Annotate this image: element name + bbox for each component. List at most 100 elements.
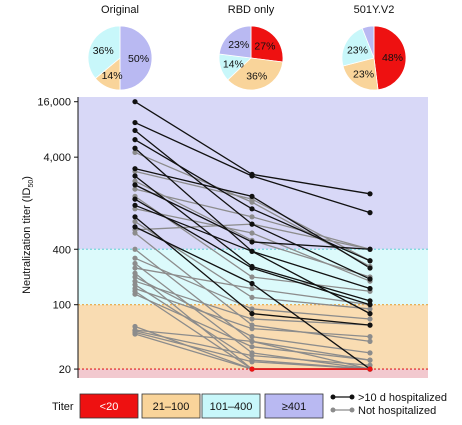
pie-rbd-only: RBD only 27% 36%14% 23% — [218, 4, 284, 91]
pie-label-501y-v2-101-400: 23% — [347, 45, 368, 57]
point-4-rbd-only — [249, 206, 255, 212]
legend-box-21-100 — [141, 393, 201, 419]
y-tick-label-16000: 16,000 — [37, 97, 71, 109]
point-3-original — [132, 127, 138, 134]
point-25-original — [132, 265, 138, 271]
point-10-rbd-only — [249, 248, 255, 254]
point-7-original — [132, 173, 138, 179]
y-axis: 20 100 400 4,000 16,000 — [37, 97, 79, 378]
point-9-original — [132, 196, 138, 202]
pie-slice-original-401 — [119, 25, 153, 91]
y-axis-label-subscript: 50 — [28, 180, 35, 188]
point-2-original — [132, 119, 138, 126]
pie-title-rbd-only: RBD only — [228, 4, 275, 16]
pie-title-501y-v2: 501Y.V2 — [354, 4, 395, 16]
point-11-original — [132, 214, 138, 220]
point-16-rbd-only — [249, 214, 255, 220]
point-16-original — [132, 186, 138, 192]
legend: Titer <20 21–100 101–400 ≥401 >10 d hospital… — [52, 392, 447, 419]
point-5-501y-v2 — [367, 285, 373, 292]
point-26-original — [132, 270, 138, 276]
point-35-rbd-only — [249, 359, 255, 365]
floor-point-rbd-only — [249, 366, 255, 372]
point-27-501y-v2 — [367, 350, 373, 356]
point-23-501y-v2 — [367, 316, 373, 322]
point-23-original — [132, 255, 138, 261]
point-13-original — [132, 149, 138, 156]
point-9-501y-v2 — [367, 302, 373, 308]
point-4-original — [132, 137, 138, 143]
point-10-original — [132, 202, 138, 208]
y-tick-label-400: 400 — [53, 244, 71, 256]
point-30-501y-v2 — [367, 334, 373, 340]
point-6-rbd-only — [249, 193, 255, 199]
point-17-rbd-only — [249, 274, 255, 280]
pie-label-rbd-only-401: 23% — [228, 39, 249, 51]
point-8-501y-v2 — [367, 246, 373, 252]
legend-title: Titer — [52, 401, 74, 413]
legend-box-101-400 — [201, 393, 261, 419]
pie-label-501y-v2-20: 48% — [382, 52, 403, 64]
point-6-501y-v2 — [367, 265, 373, 271]
point-12-original — [132, 224, 138, 230]
point-8-original — [132, 182, 138, 188]
pie-label-501y-v2-21-100: 23% — [353, 68, 374, 80]
point-19-original — [132, 218, 138, 225]
point-5-original — [132, 145, 138, 151]
point-37-original — [132, 328, 138, 334]
legend-box-label-401: ≥401 — [282, 401, 306, 413]
pie-original: Original 50% 14% 36% — [87, 4, 153, 91]
point-33-original — [132, 323, 138, 330]
point-19-rbd-only — [249, 294, 255, 301]
point-27-rbd-only — [249, 334, 255, 340]
pie-501y-v2: 501Y.V2 48% 23% 23% — [341, 4, 407, 91]
point-32-rbd-only — [249, 344, 255, 350]
legend-box-401 — [264, 393, 324, 419]
point-37-rbd-only — [249, 353, 255, 359]
point-18-rbd-only — [249, 230, 255, 236]
point-32-501y-v2 — [367, 357, 373, 363]
point-2-501y-v2 — [367, 210, 373, 216]
point-1-original — [132, 99, 138, 105]
point-11-501y-v2 — [367, 322, 373, 328]
legend-dot-a-hosp — [330, 394, 336, 400]
point-23-rbd-only — [249, 306, 255, 312]
point-3-rbd-only — [249, 221, 255, 227]
pie-label-original-101-400: 36% — [93, 45, 114, 57]
legend-box-20 — [79, 393, 139, 419]
point-30-rbd-only — [249, 326, 255, 332]
point-11-rbd-only — [249, 311, 255, 317]
point-4-501y-v2 — [367, 258, 373, 264]
point-24-original — [132, 260, 138, 267]
point-12-rbd-only — [249, 280, 255, 287]
pie-slice-501y-v2-21-100 — [342, 57, 379, 91]
point-22-original — [132, 246, 138, 252]
point-3-501y-v2 — [367, 276, 373, 282]
point-21-original — [132, 230, 138, 236]
point-37-501y-v2 — [367, 362, 373, 368]
y-tick-label-20: 20 — [59, 364, 71, 376]
pie-slice-rbd-only-21-100 — [227, 57, 284, 91]
legend-label-not: Not hospitalized — [358, 405, 436, 417]
point-27-original — [132, 274, 138, 280]
point-1-501y-v2 — [367, 191, 373, 197]
pie-label-rbd-only-101-400: 14% — [223, 59, 244, 71]
point-9-rbd-only — [249, 265, 255, 271]
pie-slice-original-101-400 — [87, 25, 121, 79]
point-19-501y-v2 — [367, 306, 373, 312]
point-29-original — [132, 282, 138, 288]
pie-slice-501y-v2-401 — [361, 25, 375, 59]
point-6-original — [132, 166, 138, 172]
band-20 — [78, 369, 428, 378]
legend-box-label-20: <20 — [100, 401, 119, 413]
floor-point-501y-v2 — [367, 366, 373, 372]
point-21-501y-v2 — [367, 338, 373, 344]
legend-box-label-21-100: 21–100 — [153, 401, 190, 413]
pie-slice-rbd-only-20 — [250, 25, 284, 63]
legend-dot-a-not — [330, 407, 336, 413]
point-32-original — [132, 291, 138, 297]
y-tick-label-4000: 4,000 — [43, 152, 71, 164]
point-2-rbd-only — [249, 173, 255, 179]
